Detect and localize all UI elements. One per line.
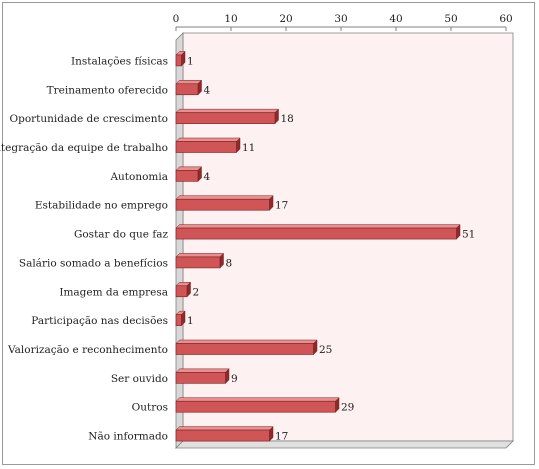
x-tick-label: 40 — [389, 13, 402, 25]
bar — [175, 170, 199, 182]
bar-top-face — [175, 80, 203, 85]
bar-top-face — [175, 397, 340, 402]
category-label: Salário somado a benefícios — [19, 257, 168, 269]
data-label: 1 — [187, 55, 194, 67]
x-tick-label: 50 — [444, 13, 457, 25]
x-tick-label: 30 — [334, 13, 347, 25]
category-label: Participação nas decisões — [31, 315, 168, 327]
x-tick-label: 20 — [279, 13, 292, 25]
plot-side-wall — [175, 32, 184, 449]
plot-floor — [175, 440, 514, 449]
bar — [175, 285, 188, 298]
bar — [175, 256, 221, 269]
x-tick-label: 10 — [224, 13, 237, 25]
data-label: 25 — [319, 344, 332, 356]
data-label: 4 — [204, 84, 211, 96]
category-label: Outros — [132, 402, 168, 414]
data-label: 17 — [275, 200, 288, 212]
category-label: Ser ouvido — [111, 373, 168, 385]
bar-top-face — [175, 166, 203, 171]
bar-top-face — [175, 253, 225, 258]
category-label: Não informado — [88, 431, 168, 443]
bar — [175, 54, 182, 67]
bar — [175, 227, 457, 240]
bar-top-face — [175, 368, 230, 373]
bar — [175, 372, 226, 384]
category-label: Gostar do que faz — [74, 229, 168, 241]
bar-top-face — [175, 137, 241, 142]
data-label: 9 — [231, 373, 238, 385]
category-label: Instalações físicas — [71, 55, 168, 67]
bar — [175, 343, 314, 355]
bar-top-face — [175, 426, 274, 431]
bar-top-face — [175, 195, 274, 200]
data-label: 51 — [462, 229, 475, 241]
bar-top-face — [175, 224, 461, 229]
category-label: Treinamento oferecido — [47, 84, 168, 96]
bar-top-face — [175, 108, 280, 113]
data-label: 8 — [226, 257, 233, 269]
data-label: 11 — [242, 142, 255, 154]
bar-top-face — [175, 339, 318, 344]
data-label: 29 — [341, 402, 354, 414]
data-label: 18 — [281, 113, 294, 125]
bar — [175, 83, 199, 96]
category-label: Estabilidade no emprego — [35, 200, 168, 212]
x-tick-label: 0 — [173, 13, 180, 25]
bar — [175, 429, 270, 442]
bar — [175, 400, 336, 413]
data-label: 4 — [204, 171, 211, 183]
bar — [175, 198, 270, 211]
data-label: 17 — [275, 431, 288, 443]
bar — [175, 141, 237, 153]
category-label: Integração da equipe de trabalho — [0, 142, 168, 154]
bar — [175, 112, 276, 124]
category-label: Autonomia — [109, 171, 168, 183]
category-label: Oportunidade de crescimento — [9, 113, 168, 125]
data-label: 1 — [187, 315, 194, 327]
bar — [175, 314, 182, 326]
category-label: Valorização e reconhecimento — [7, 344, 168, 356]
data-label: 2 — [193, 286, 200, 298]
category-label: Imagem da empresa — [59, 286, 168, 298]
x-tick-label: 60 — [499, 13, 512, 25]
